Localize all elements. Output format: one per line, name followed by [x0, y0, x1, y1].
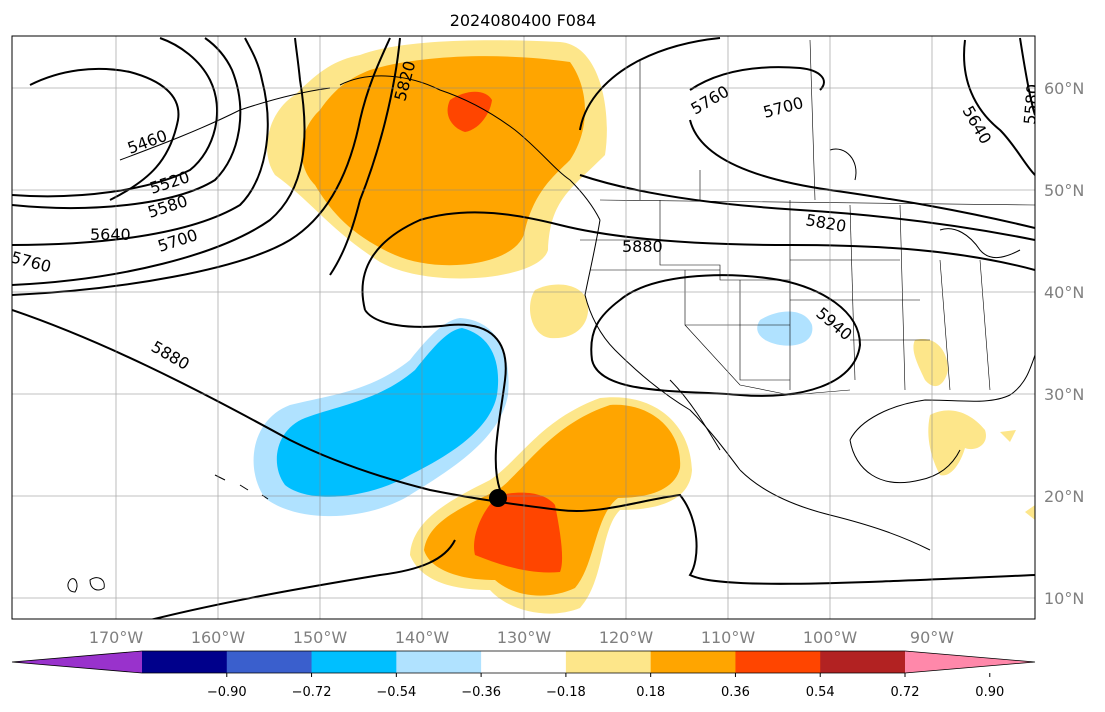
map-panel: 5460 5520 5580 5640 5700 5760 5820 5880 … [12, 36, 1042, 619]
lon-label: 140°W [395, 628, 450, 647]
latitude-labels: 60°N 50°N 40°N 30°N 20°N 10°N [1044, 79, 1084, 608]
contour-5580 [12, 37, 242, 209]
yucatan [849, 439, 961, 484]
political-borders [580, 39, 1035, 396]
contour-5820-east [579, 174, 1035, 241]
lat-label: 20°N [1044, 487, 1084, 506]
positive-anomaly-gulf-of-mexico [928, 410, 986, 476]
positive-anomaly-east-edge [1025, 505, 1035, 520]
longitude-labels: 170°W 160°W 150°W 140°W 130°W 120°W 110°… [89, 628, 954, 647]
great-lakes [939, 228, 1021, 258]
positive-anomaly-eastern-pacific-strong [474, 492, 563, 573]
lon-label: 170°W [89, 628, 144, 647]
lon-label: 130°W [497, 628, 552, 647]
colorbar-tick-label: −0.36 [461, 685, 501, 700]
small-island-left [67, 577, 105, 593]
colorbar-segment [735, 651, 821, 673]
negative-anomaly-central-pacific-medium [276, 328, 499, 497]
colorbar-segment [565, 651, 652, 673]
colorbar-tick-label: 0.72 [891, 685, 920, 700]
lat-label: 40°N [1044, 283, 1084, 302]
colorbar-extend-max [905, 651, 1035, 673]
contour-alaska-arc [579, 37, 721, 131]
colorbar-tick-label: 0.54 [806, 685, 835, 700]
hudson-area [829, 148, 857, 181]
colorbar-tick-label: 0.18 [636, 685, 665, 700]
colorbar-segment [226, 651, 313, 673]
graticule [12, 36, 1035, 619]
colorbar-tick-label: 0.90 [975, 685, 1004, 700]
positive-anomaly-gulf-of-alaska-medium [301, 56, 585, 266]
lat-label: 60°N [1044, 79, 1084, 98]
alaska-coast [339, 75, 601, 221]
positive-anomaly-caribbean [1000, 430, 1016, 442]
contour-5880-north [361, 211, 1035, 311]
storm-center-dot [489, 489, 507, 507]
contour-5580-east [1019, 37, 1035, 116]
lat-label: 50°N [1044, 181, 1084, 200]
contour-5520 [12, 37, 218, 198]
contour-5940 [590, 274, 862, 397]
colorbar-tick-label: 0.36 [721, 685, 750, 700]
contour-5700 [12, 37, 306, 286]
colorbar-outline [11, 650, 1036, 674]
contour-label: 5580 [1020, 83, 1042, 125]
colorbar-segment [396, 651, 482, 673]
map-frame [11, 35, 1036, 620]
colorbar-segment [142, 651, 228, 673]
colorbar-tick-label: −0.18 [546, 685, 586, 700]
contour-5460 [29, 67, 180, 201]
contour-5880-main [12, 309, 1035, 585]
contour-5640-east [963, 39, 1035, 176]
coastlines [67, 75, 1035, 593]
contour-5760-east [689, 66, 825, 91]
negative-anomaly-southwest-us [757, 311, 813, 346]
colorbar-tick-label: −0.54 [376, 685, 416, 700]
lon-label: 90°W [910, 628, 954, 647]
colorbar-segment [650, 651, 736, 673]
lon-label: 120°W [599, 628, 654, 647]
lon-label: 150°W [293, 628, 348, 647]
baja-california [669, 379, 721, 451]
contour-5640 [12, 37, 269, 246]
lon-label: 100°W [803, 628, 858, 647]
positive-anomaly-gulf-coast [913, 339, 948, 387]
gulf-of-mexico-coast [849, 354, 1035, 441]
colorbar-tick-label: −0.72 [292, 685, 332, 700]
colorbar-segment [820, 651, 906, 673]
colorbar: −0.90 −0.72 −0.54 −0.36 −0.18 0.18 0.36 0.54 0.7… [11, 650, 1036, 700]
lon-label: 160°W [191, 628, 246, 647]
positive-anomaly-gulf-of-alaska-strong [447, 91, 492, 132]
colorbar-tick-label: −0.90 [207, 685, 247, 700]
contour-label: 5640 [90, 225, 131, 244]
colorbar-extend-min [12, 651, 142, 673]
lat-label: 10°N [1044, 589, 1084, 608]
positive-anomaly-california-coast [530, 284, 589, 339]
contour-label: 5880 [622, 237, 663, 256]
contour-south-west [149, 539, 456, 619]
anomaly-shading [253, 40, 1035, 614]
figure-title: 2024080400 F084 [450, 11, 597, 30]
contour-5880-loop [364, 309, 507, 491]
colorbar-segment [311, 651, 397, 673]
lat-label: 30°N [1044, 385, 1084, 404]
colorbar-segment [481, 651, 567, 673]
contour-5820-west [329, 37, 401, 276]
lon-label: 110°W [701, 628, 756, 647]
